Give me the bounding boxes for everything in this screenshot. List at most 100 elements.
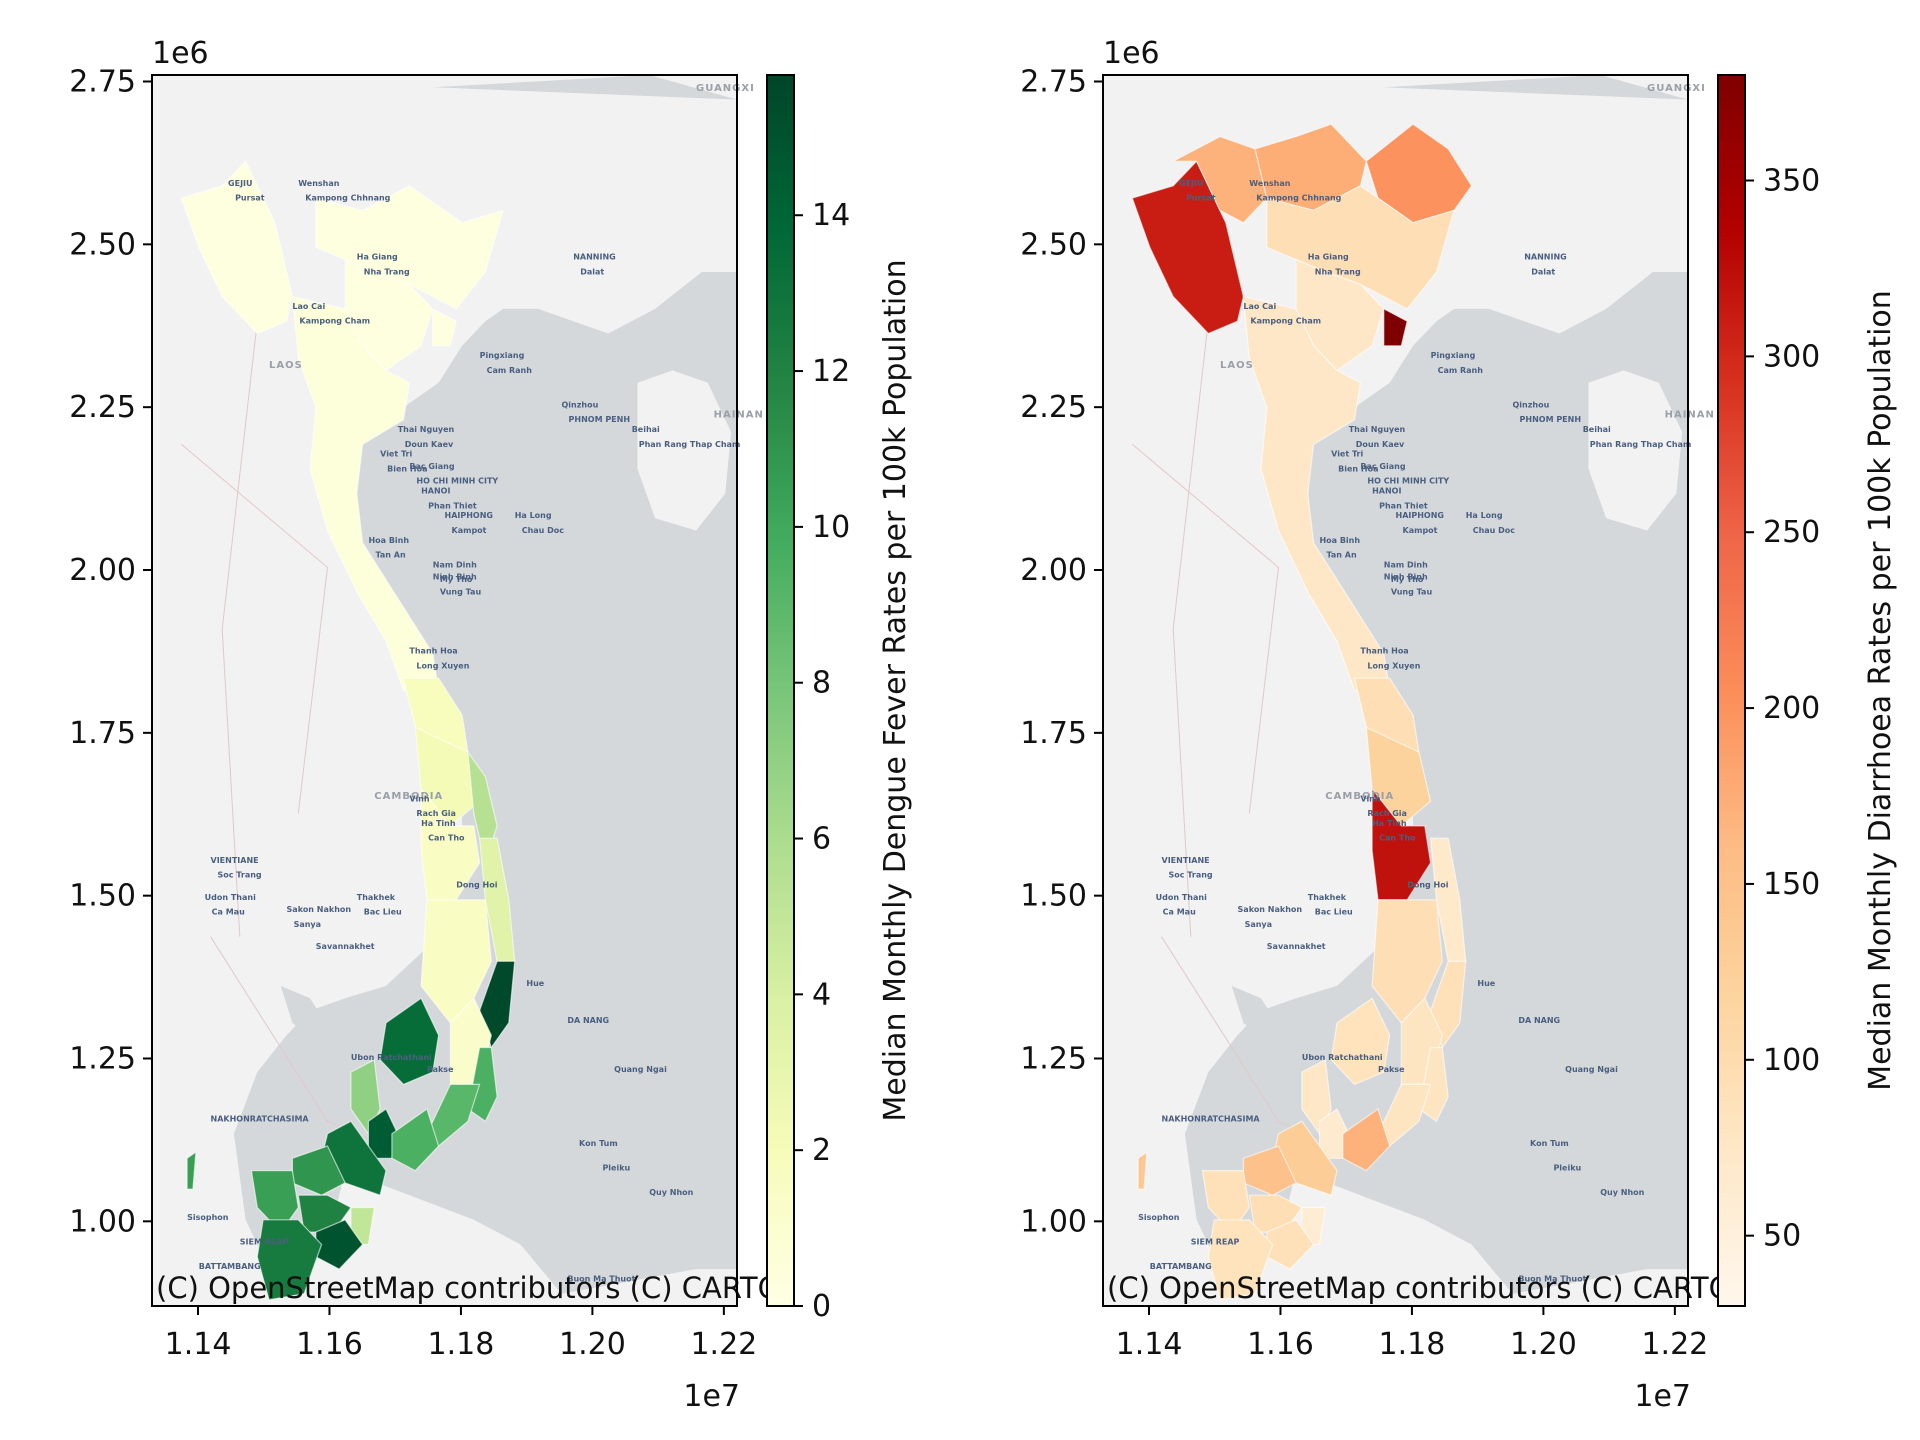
x-tick-label: 1.22 — [690, 1327, 757, 1362]
y-tick-label: 1.25 — [69, 1041, 136, 1076]
colorbar-gradient — [1717, 74, 1746, 1307]
country-label: HAINAN — [714, 409, 764, 420]
city-label: Kon Tum — [1530, 1139, 1569, 1148]
colorbar-tick-label: 8 — [812, 666, 831, 701]
region-bac-lieu-ca-mau — [256, 1219, 323, 1301]
city-label: Pakse — [1378, 1065, 1405, 1074]
x-tick-label: 1.22 — [1641, 1327, 1708, 1362]
city-label: Cam Ranh — [487, 366, 533, 375]
city-label: Lao Cai — [292, 302, 325, 311]
map-panel-2: LAOS CAMBODIA HAINAN GUANGXI GEJIU Wenshan Ha … — [1020, 36, 1898, 1414]
road-line — [1161, 936, 1338, 1147]
city-label: Pingxiang — [480, 351, 525, 360]
city-label: Kampong Cham — [299, 317, 370, 326]
city-label: BATTAMBANG — [1150, 1262, 1212, 1271]
city-label: Ca Mau — [1163, 908, 1196, 917]
city-label: Bac Giang — [409, 462, 454, 471]
colorbar-tick-label: 2 — [812, 1133, 831, 1168]
city-label: SIEM REAP — [1191, 1237, 1240, 1246]
city-label: PHNOM PENH — [569, 415, 631, 424]
country-label: GUANGXI — [696, 83, 755, 94]
y-tick-label: 1.75 — [69, 716, 136, 751]
city-label: Dalat — [1531, 267, 1555, 276]
city-label: NAKHONRATCHASIMA — [1162, 1114, 1261, 1123]
region-kon-tum-gia-lai — [1371, 787, 1432, 901]
y-tick-label: 1.50 — [69, 879, 136, 914]
city-label: Bac Giang — [1360, 462, 1405, 471]
city-label: Can Tho — [428, 834, 465, 843]
colorbar-tick-label: 300 — [1763, 339, 1820, 374]
y-tick-label: 1.00 — [69, 1204, 136, 1239]
city-label: Ha Long — [1466, 511, 1503, 520]
city-label: Pursat — [1186, 194, 1216, 203]
city-label: VIENTIANE — [211, 856, 259, 865]
x-tick-label: 1.18 — [1379, 1327, 1446, 1362]
city-label: Thai Nguyen — [1349, 425, 1406, 434]
city-label: Udon Thani — [1156, 893, 1207, 902]
region-dak-lak — [1371, 899, 1443, 1024]
city-label: Dong Hoi — [1407, 880, 1449, 889]
city-label: Qinzhou — [1513, 400, 1550, 409]
x-offset-label: 1e7 — [1634, 1379, 1691, 1414]
city-label: Pursat — [235, 194, 265, 203]
city-label: Sisophon — [187, 1213, 229, 1222]
y-tick-label: 1.50 — [1020, 879, 1087, 914]
city-label: Savannakhet — [316, 942, 375, 951]
colorbar-gradient — [766, 74, 795, 1307]
x-tick-label: 1.16 — [1247, 1327, 1314, 1362]
city-label: Quang Ngai — [614, 1065, 667, 1074]
region-kon-tum-gia-lai — [420, 787, 481, 901]
city-label: Long Xuyen — [416, 661, 469, 670]
city-label: Ha Long — [515, 511, 552, 520]
region-khanh-hoa — [1429, 960, 1467, 1049]
country-label: HAINAN — [1665, 409, 1715, 420]
colorbar-tick-label: 50 — [1763, 1219, 1801, 1254]
city-label: Bac Lieu — [364, 908, 402, 917]
y-tick-label: 2.50 — [69, 227, 136, 262]
sea-area — [1184, 75, 1688, 1294]
city-label: Nam Dinh — [433, 560, 477, 569]
city-label: Thai Nguyen — [398, 425, 455, 434]
city-label: GEJIU — [1179, 179, 1203, 188]
city-label: PHNOM PENH — [1520, 415, 1582, 424]
region-north-central — [1242, 295, 1391, 692]
map-panel-1: LAOS CAMBODIA HAINAN GUANGXI GEJIU Wenshan Ha … — [69, 36, 913, 1414]
city-label: Rach Gia — [1367, 809, 1407, 818]
city-label: Udon Thani — [205, 893, 256, 902]
colorbar-tick-label: 100 — [1763, 1043, 1820, 1078]
hainan-island — [1588, 370, 1683, 531]
city-label: NANNING — [1524, 253, 1567, 262]
city-label: Bien Hoa — [1338, 464, 1378, 473]
region-bac-lieu-ca-mau — [1207, 1219, 1274, 1301]
city-label: Lao Cai — [1243, 302, 1276, 311]
city-label: GEJIU — [228, 179, 252, 188]
city-label: Kampot — [452, 526, 487, 535]
city-label: Chau Doc — [522, 526, 565, 535]
city-label: Savannakhet — [1267, 942, 1326, 951]
city-label: Rach Gia — [416, 809, 456, 818]
city-label: Bac Lieu — [1315, 908, 1353, 917]
city-label: Pleiku — [602, 1164, 630, 1173]
tonle-sap-lake — [280, 985, 334, 1048]
y-tick-label: 2.00 — [69, 553, 136, 588]
x-tick-label: 1.16 — [296, 1327, 363, 1362]
city-label: Vinh — [1360, 794, 1380, 803]
region-northwest — [180, 160, 294, 335]
y-tick-label: 1.25 — [1020, 1041, 1087, 1076]
colorbar-tick-label: 150 — [1763, 867, 1820, 902]
city-label: Nha Trang — [1315, 267, 1361, 276]
city-label: NANNING — [573, 253, 616, 262]
regions — [180, 160, 516, 1301]
axes-frame — [151, 74, 738, 1307]
city-label: Soc Trang — [1169, 871, 1213, 880]
city-label: Viet Tri — [380, 450, 412, 459]
colorbar-title: Median Monthly Diarrhoea Rates per 100k … — [1863, 290, 1898, 1091]
city-label: VIENTIANE — [1162, 856, 1210, 865]
city-label: Kampong Chhnang — [1256, 194, 1341, 203]
y-tick-label: 1.00 — [1020, 1204, 1087, 1239]
city-label: HAIPHONG — [445, 511, 493, 520]
city-label: Chau Doc — [1473, 526, 1516, 535]
city-label: Kampot — [1403, 526, 1438, 535]
city-label: Long Xuyen — [1367, 661, 1420, 670]
